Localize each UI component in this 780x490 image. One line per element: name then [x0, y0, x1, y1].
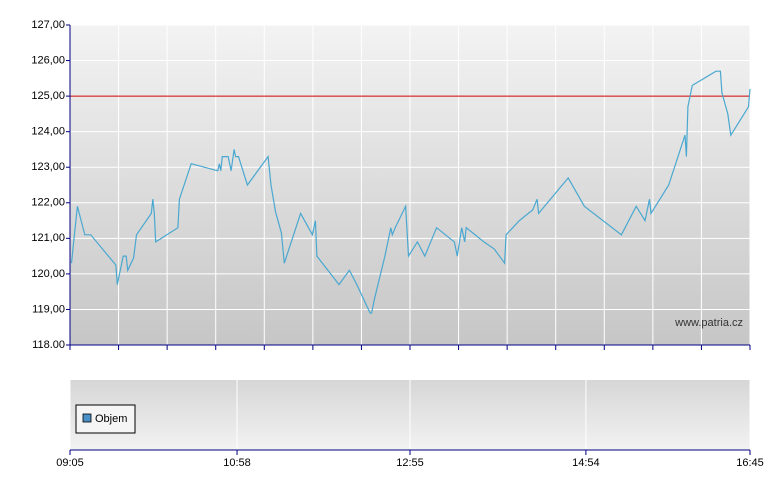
x-tick-label: 12:55 [396, 457, 424, 469]
y-tick-label: 122,00 [31, 197, 65, 209]
y-tick-label: 118.00 [32, 339, 65, 351]
y-tick-label: 124,00 [31, 126, 65, 138]
y-tick-label: 127,00 [31, 19, 65, 31]
y-tick-label: 125,00 [31, 90, 65, 102]
x-tick-label: 16:45 [736, 457, 764, 469]
legend-label: Objem [95, 413, 127, 425]
y-tick-label: 123,00 [31, 161, 65, 173]
x-tick-label: 09:05 [56, 457, 84, 469]
watermark: www.patria.cz [674, 317, 743, 329]
legend-swatch [82, 413, 92, 423]
price-line [70, 70, 751, 314]
y-tick-label: 120,00 [31, 268, 65, 280]
x-tick-label: 14:54 [572, 457, 600, 469]
x-tick-label: 10:58 [223, 457, 251, 469]
y-tick-label: 121,00 [31, 232, 65, 244]
y-tick-label: 126,00 [31, 54, 65, 66]
y-tick-label: 119,00 [32, 303, 65, 315]
